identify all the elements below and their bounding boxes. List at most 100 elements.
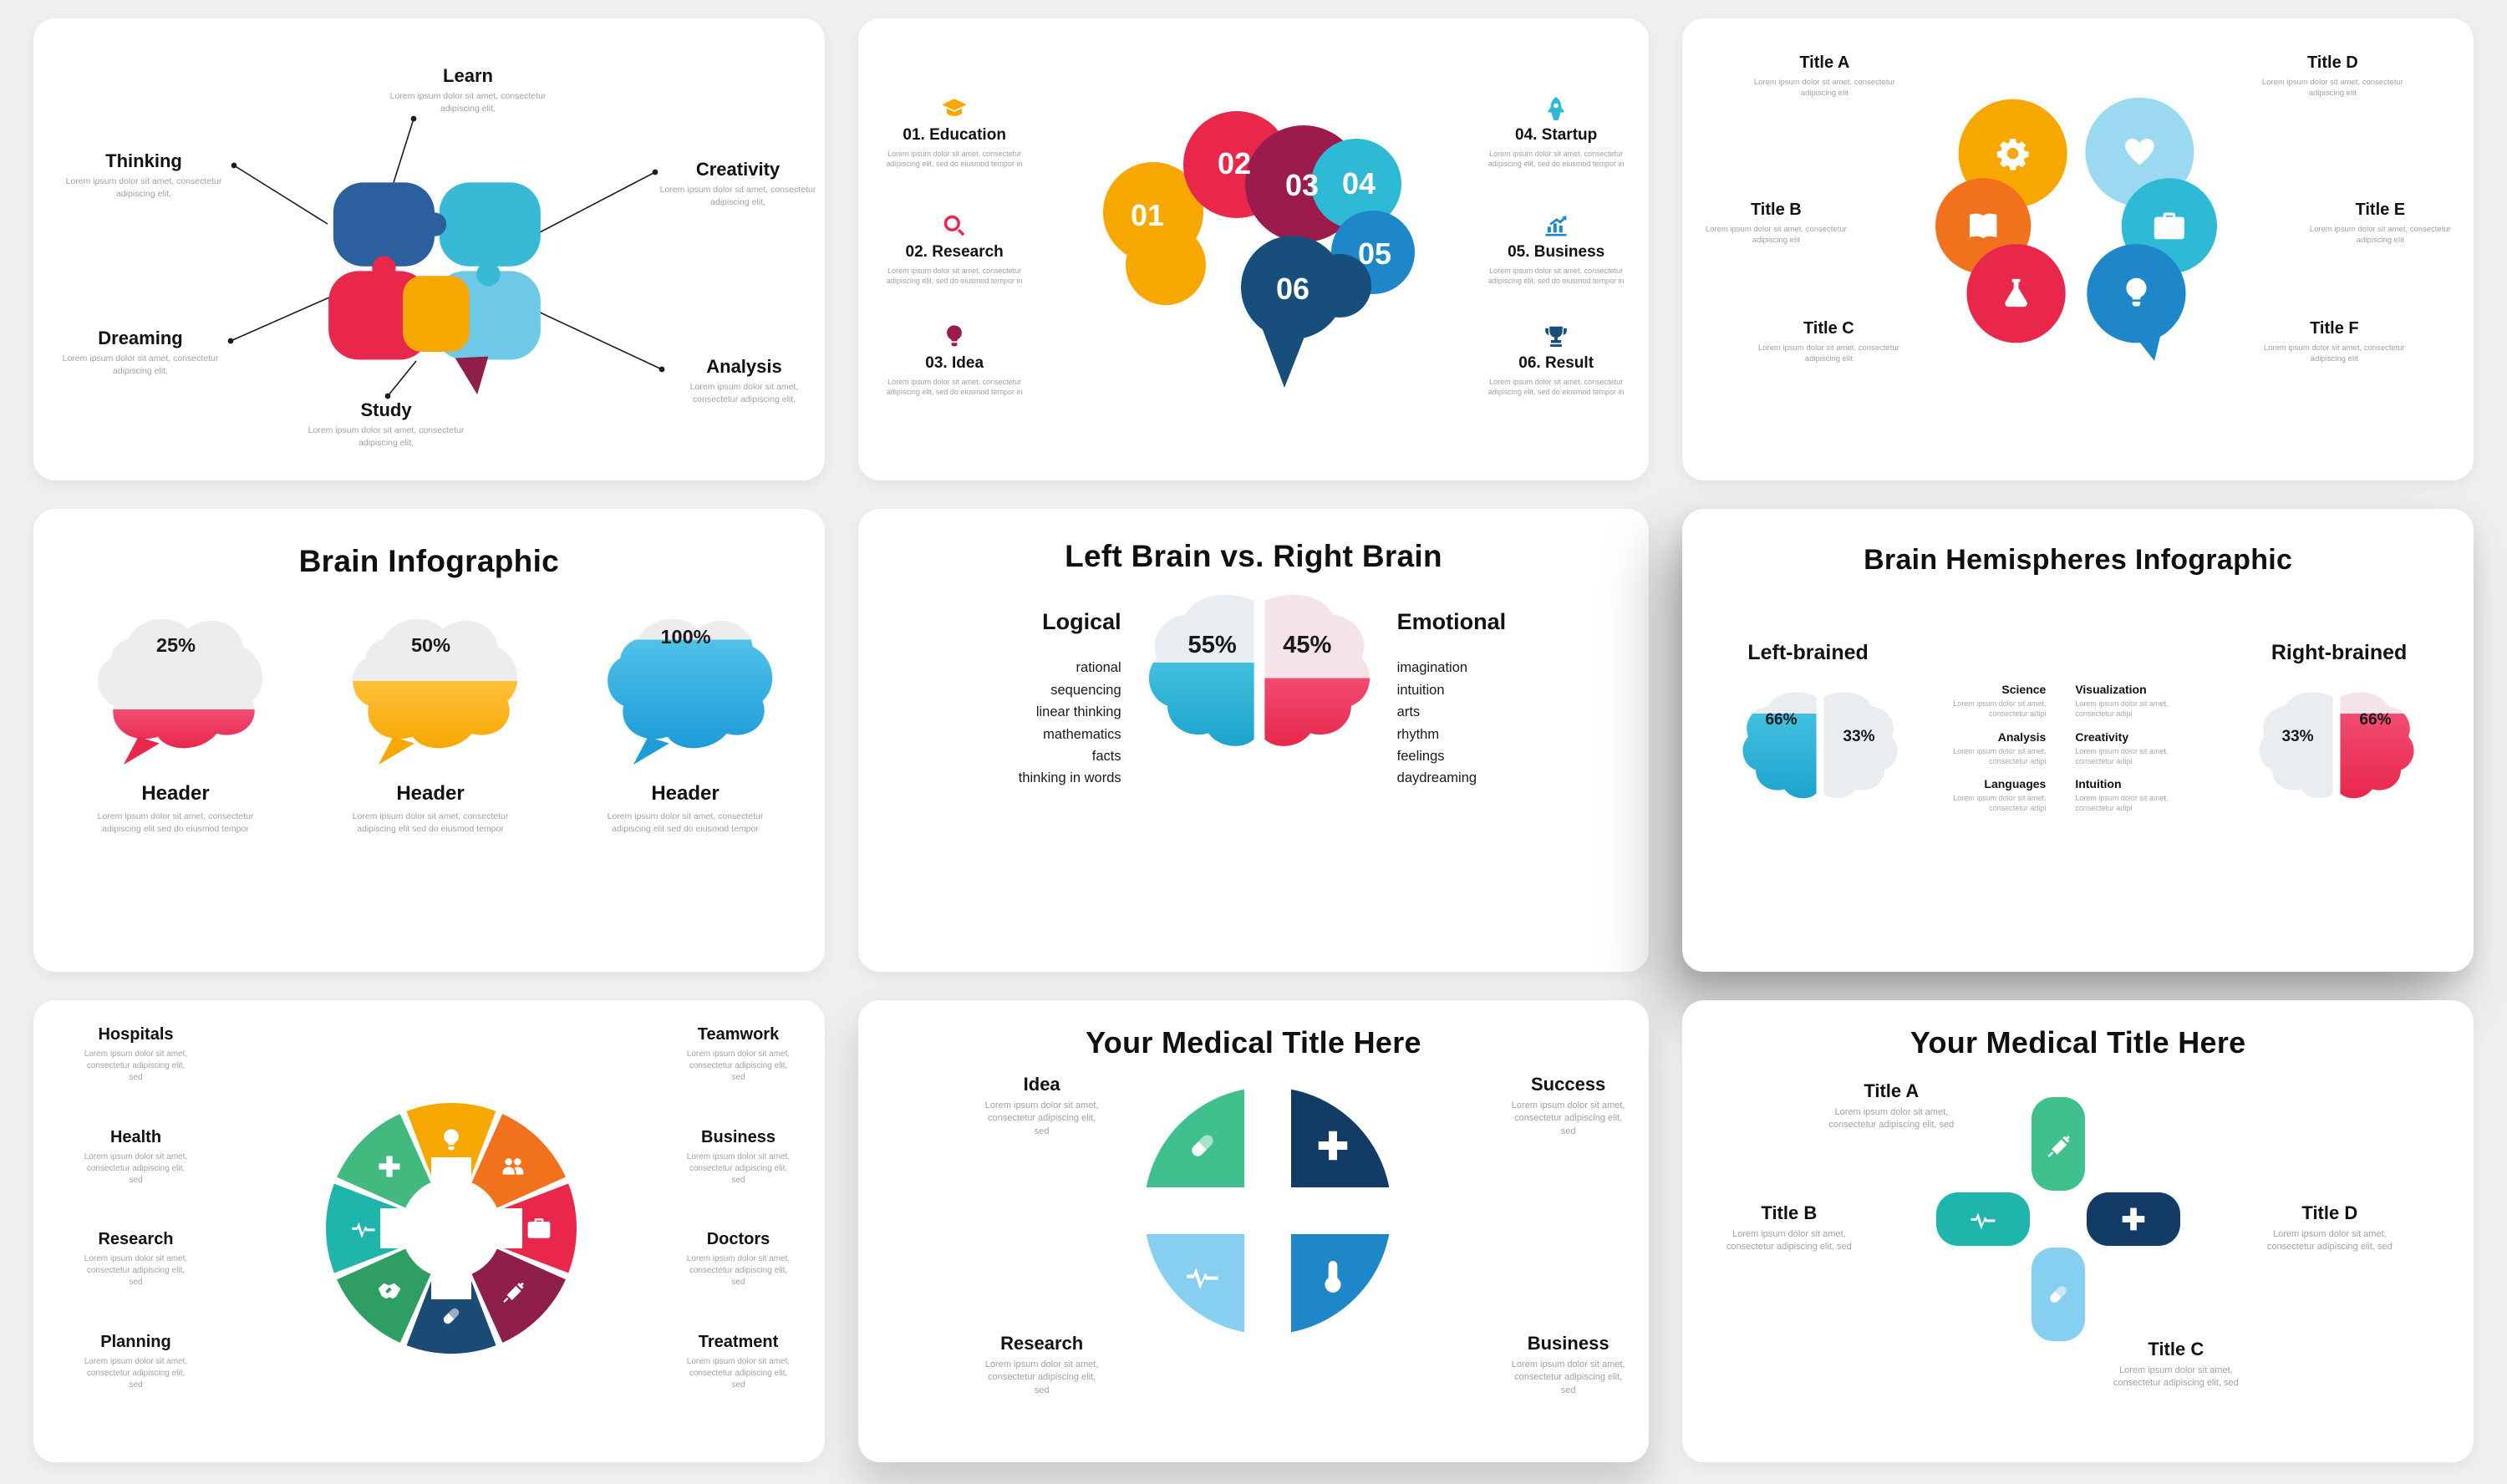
item-research: Research Lorem ipsum dolor sit amet, con…: [63, 1230, 209, 1288]
segment-number: 02: [1218, 146, 1251, 180]
label-thinking: Thinking Lorem ipsum dolor sit amet, con…: [60, 150, 227, 201]
item-health: Health Lorem ipsum dolor sit amet, conse…: [63, 1128, 209, 1187]
label-desc: Lorem ipsum dolor sit amet, consectetur …: [2266, 1228, 2393, 1253]
label-title-e: Title E Lorem ipsum dolor sit amet, cons…: [2305, 201, 2455, 246]
trait: linear thinking: [1035, 704, 1121, 720]
card-puzzle-brain[interactable]: Learn Lorem ipsum dolor sit amet, consec…: [33, 18, 825, 481]
header-label: Header: [396, 782, 465, 806]
item-desc: Lorem ipsum dolor sit amet, consectetur …: [886, 149, 1023, 169]
trait: sequencing: [1050, 682, 1121, 698]
item-hospitals: Hospitals Lorem ipsum dolor sit amet, co…: [63, 1025, 209, 1084]
header-desc: Lorem ipsum dolor sit amet, consectetur …: [97, 811, 254, 834]
item-desc: Lorem ipsum dolor sit amet, consectetur …: [686, 1049, 791, 1082]
side-label: Logical: [1042, 609, 1121, 635]
item-education: 01. Education Lorem ipsum dolor sit amet…: [882, 95, 1028, 170]
trait-title: Languages: [1984, 776, 2047, 790]
label-desc: Lorem ipsum dolor sit amet, consectetur …: [308, 425, 465, 448]
trait-title: Science: [2001, 683, 2047, 697]
item-planning: Planning Lorem ipsum dolor sit amet, con…: [63, 1333, 209, 1391]
brain-100-graphic: 100%: [607, 619, 772, 765]
quadrant: [1143, 1210, 1268, 1334]
item-desc: Lorem ipsum dolor sit amet, consectetur …: [84, 1151, 188, 1185]
item-desc: Lorem ipsum dolor sit amet, consectetur …: [686, 1253, 791, 1287]
label-title: Thinking: [105, 150, 182, 171]
item-title: Doctors: [706, 1229, 770, 1248]
label-desc: Lorem ipsum dolor sit amet, consectetur …: [62, 353, 219, 376]
card-medical-petals[interactable]: Your Medical Title Here Title A Lorem ip…: [1682, 999, 2474, 1462]
puzzle-brain-graphic: [328, 182, 541, 395]
item-title: Hospitals: [98, 1024, 174, 1044]
book-icon: [1970, 213, 1997, 239]
label-success: Success Lorem ipsum dolor sit amet, cons…: [1493, 1074, 1644, 1138]
brain-25-block: 25% Header Lorem ipsum dolor sit amet, c…: [71, 607, 280, 835]
percent-label: 66%: [2360, 711, 2392, 729]
percent-label: 33%: [2282, 729, 2314, 746]
trait-desc: Lorem ipsum dolor sit amet, consectetur …: [2075, 746, 2169, 765]
numbered-brain-graphic: 01 02 03 04 05 06: [1102, 111, 1415, 388]
trait-desc: Lorem ipsum dolor sit amet, consectetur …: [2075, 699, 2169, 719]
trait-title: Intuition: [2075, 776, 2122, 790]
trait-desc: Lorem ipsum dolor sit amet, consectetur …: [1953, 746, 2047, 765]
trait-title: Creativity: [2075, 729, 2129, 744]
ring-segment: [326, 1102, 577, 1354]
label-title: Creativity: [695, 159, 781, 180]
item-desc: Lorem ipsum dolor sit amet, consectetur …: [886, 377, 1023, 397]
segment-number: 05: [1358, 236, 1391, 271]
left-traits-column: Science Lorem ipsum dolor sit amet, cons…: [1920, 683, 2046, 824]
puzzle-piece: [333, 182, 435, 267]
item-title: 01. Education: [903, 126, 1006, 144]
item-title: Teamwork: [697, 1024, 780, 1044]
trait: daydreaming: [1396, 770, 1477, 786]
emotional-block: Emotional imagination intuition arts rhy…: [1397, 609, 1615, 789]
label-desc: Lorem ipsum dolor sit amet, consectetur …: [1757, 343, 1899, 364]
label-title: Title E: [2355, 201, 2406, 219]
segment-number: 01: [1131, 198, 1164, 232]
item-desc: Lorem ipsum dolor sit amet, consectetur …: [686, 1151, 791, 1185]
center-cross: [1133, 1076, 1401, 1344]
item-doctors: Doctors Lorem ipsum dolor sit amet, cons…: [665, 1230, 811, 1288]
brain-segment: [1240, 236, 1345, 339]
brain-stem: [1261, 328, 1306, 388]
card-title: Your Medical Title Here: [1086, 1024, 1421, 1060]
item-title: 06. Result: [1518, 354, 1594, 372]
brain-25-graphic: 25%: [97, 619, 262, 765]
item-desc: Lorem ipsum dolor sit amet, consectetur …: [1487, 149, 1625, 169]
percent-label: 45%: [1283, 632, 1331, 658]
card-medical-circle[interactable]: Hospitals Lorem ipsum dolor sit amet, co…: [33, 999, 825, 1462]
rocket-icon: [1543, 95, 1569, 122]
card-numbered-brain[interactable]: 01 02 03 04 05 06 01. Education Lorem ip…: [857, 18, 1650, 481]
label-desc: Lorem ipsum dolor sit amet, consectetur …: [2309, 225, 2451, 246]
label-title: Title D: [2301, 1202, 2358, 1223]
card-left-right-brain[interactable]: Left Brain vs. Right Brain 55% 45% Logic…: [857, 509, 1650, 972]
label-title: Dreaming: [98, 328, 183, 348]
label-desc: Lorem ipsum dolor sit amet, consectetur …: [389, 91, 547, 114]
item-title: 05. Business: [1508, 243, 1605, 261]
card-brain-lobes[interactable]: Title A Lorem ipsum dolor sit amet, cons…: [1682, 18, 2474, 481]
graduation-cap-icon: [941, 95, 968, 122]
label-creativity: Creativity Lorem ipsum dolor sit amet, c…: [659, 159, 817, 209]
card-brain-hemispheres[interactable]: Brain Hemispheres Infographic Left-brain…: [1682, 509, 2474, 972]
item-research: 02. Research Lorem ipsum dolor sit amet,…: [882, 212, 1028, 287]
item-startup: 04. Startup Lorem ipsum dolor sit amet, …: [1483, 95, 1630, 170]
connector-lines: [227, 115, 665, 399]
item-title: 02. Research: [905, 243, 1004, 261]
label-title-f: Title F Lorem ipsum dolor sit amet, cons…: [2259, 319, 2409, 365]
header-desc: Lorem ipsum dolor sit amet, consectetur …: [352, 811, 509, 834]
right-traits-column: Visualization Lorem ipsum dolor sit amet…: [2075, 683, 2200, 824]
card-title: Brain Hemispheres Infographic: [1864, 544, 2293, 577]
item-teamwork: Teamwork Lorem ipsum dolor sit amet, con…: [665, 1025, 811, 1084]
card-medical-cross[interactable]: Your Medical Title Here Idea Lorem ipsum…: [857, 999, 1650, 1462]
label-desc: Lorem ipsum dolor sit amet, consectetur …: [984, 1100, 1099, 1136]
item-result: 06. Result Lorem ipsum dolor sit amet, c…: [1483, 323, 1630, 398]
item-desc: Lorem ipsum dolor sit amet, consectetur …: [686, 1356, 791, 1390]
segment-number: 06: [1276, 272, 1309, 306]
card-brain-infographic[interactable]: Brain Infographic 25% Header Lorem ipsum…: [33, 509, 825, 972]
right-brained-graphic: 33% 66%: [2259, 692, 2414, 799]
percent-label: 25%: [155, 634, 195, 656]
item-title: Research: [98, 1229, 174, 1248]
left-hemisphere: [1148, 595, 1254, 747]
label-title: Title A: [1799, 53, 1850, 72]
item-desc: Lorem ipsum dolor sit amet, consectetur …: [84, 1356, 188, 1390]
label-desc: Lorem ipsum dolor sit amet, consectetur …: [2113, 1365, 2239, 1389]
